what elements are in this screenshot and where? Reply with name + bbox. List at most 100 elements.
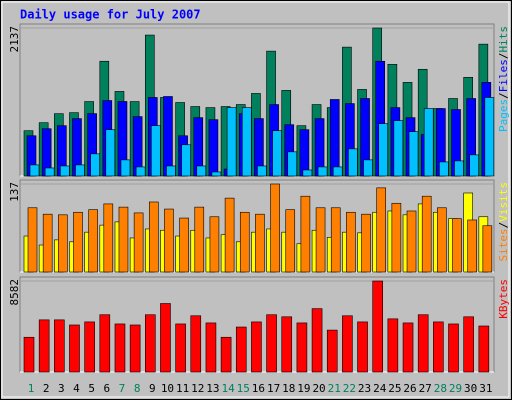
bar <box>38 319 50 373</box>
x-tick-label: 12 <box>191 382 204 395</box>
bar <box>27 207 38 273</box>
x-tick-label: 9 <box>149 382 156 395</box>
x-tick-label: 20 <box>312 382 325 395</box>
legend-entry: Visits <box>497 182 510 222</box>
bar <box>241 107 252 177</box>
bar <box>160 303 171 373</box>
bar <box>423 108 434 177</box>
bar <box>129 324 141 373</box>
x-tick-label: 21 <box>328 382 341 395</box>
bar <box>317 166 328 177</box>
x-tick-label: 28 <box>434 382 447 395</box>
bar <box>448 323 459 373</box>
bar <box>300 195 311 273</box>
bar <box>329 99 340 177</box>
bar <box>135 166 146 177</box>
bar <box>208 119 219 177</box>
x-tick-label: 10 <box>161 382 174 395</box>
bar <box>75 164 85 177</box>
bar <box>372 280 384 373</box>
bar <box>454 160 464 177</box>
x-tick-label: 5 <box>88 382 95 395</box>
bar <box>296 322 308 373</box>
y-tick-label: 8582 <box>8 279 21 306</box>
x-tick-label: 1 <box>28 382 35 395</box>
x-tick-label: 15 <box>237 382 250 395</box>
x-tick-label: 19 <box>297 382 310 395</box>
bar <box>235 326 247 373</box>
bar <box>393 120 404 177</box>
x-tick-label: 22 <box>343 382 356 395</box>
bar <box>251 321 262 373</box>
bar <box>402 322 414 373</box>
bar <box>346 211 356 273</box>
legend: Sites/Visits <box>497 182 510 262</box>
x-tick-label: 16 <box>252 382 265 395</box>
bar <box>103 203 114 273</box>
bar <box>118 206 129 273</box>
bar <box>255 213 265 273</box>
bar <box>270 183 280 273</box>
bar <box>23 336 35 373</box>
bar <box>144 314 156 373</box>
x-tick-label: 23 <box>358 382 371 395</box>
bar <box>166 165 176 177</box>
bar <box>299 129 310 177</box>
bar <box>88 209 98 273</box>
bar <box>164 208 174 273</box>
x-tick-label: 11 <box>176 382 189 395</box>
bar <box>378 123 389 177</box>
legend-separator: / <box>497 53 510 60</box>
bar <box>224 197 235 273</box>
legend-separator: / <box>497 222 510 229</box>
bar <box>348 148 358 177</box>
bar <box>190 315 202 373</box>
x-tick-label: 13 <box>206 382 219 395</box>
x-tick-label: 27 <box>419 382 432 395</box>
x-tick-label: 14 <box>221 382 235 395</box>
bar <box>58 214 68 273</box>
bar <box>287 151 298 177</box>
bar <box>239 211 250 273</box>
bar <box>175 323 186 373</box>
x-tick-label: 18 <box>282 382 295 395</box>
bar <box>60 165 70 177</box>
bar <box>330 207 341 273</box>
x-tick-label: 29 <box>449 382 462 395</box>
x-tick-label: 8 <box>134 382 141 395</box>
bar <box>315 207 326 273</box>
bar <box>194 206 205 273</box>
bar <box>452 218 462 273</box>
legend-entry: Files <box>497 59 510 92</box>
bar <box>357 321 368 373</box>
x-tick-label: 3 <box>58 382 65 395</box>
bar <box>332 166 343 177</box>
x-tick-label: 7 <box>119 382 126 395</box>
bar <box>484 97 495 177</box>
bar <box>226 107 237 177</box>
bar <box>406 210 417 273</box>
bar <box>326 329 338 373</box>
bar <box>44 167 55 177</box>
bar <box>281 316 293 373</box>
x-tick-label: 24 <box>373 382 387 395</box>
bar <box>54 319 65 373</box>
bar <box>150 125 161 177</box>
bar <box>437 207 447 273</box>
bar <box>257 165 267 177</box>
bar <box>311 308 323 373</box>
bar <box>417 314 429 373</box>
bar <box>73 211 83 273</box>
bar <box>29 164 40 177</box>
bar <box>69 324 80 373</box>
bar <box>211 171 222 177</box>
bar <box>387 318 399 373</box>
legend-entry: KBytes <box>497 279 510 319</box>
bar <box>478 325 490 373</box>
bar <box>439 161 449 177</box>
bar <box>179 217 189 273</box>
bar <box>376 187 387 273</box>
bar <box>463 316 474 373</box>
